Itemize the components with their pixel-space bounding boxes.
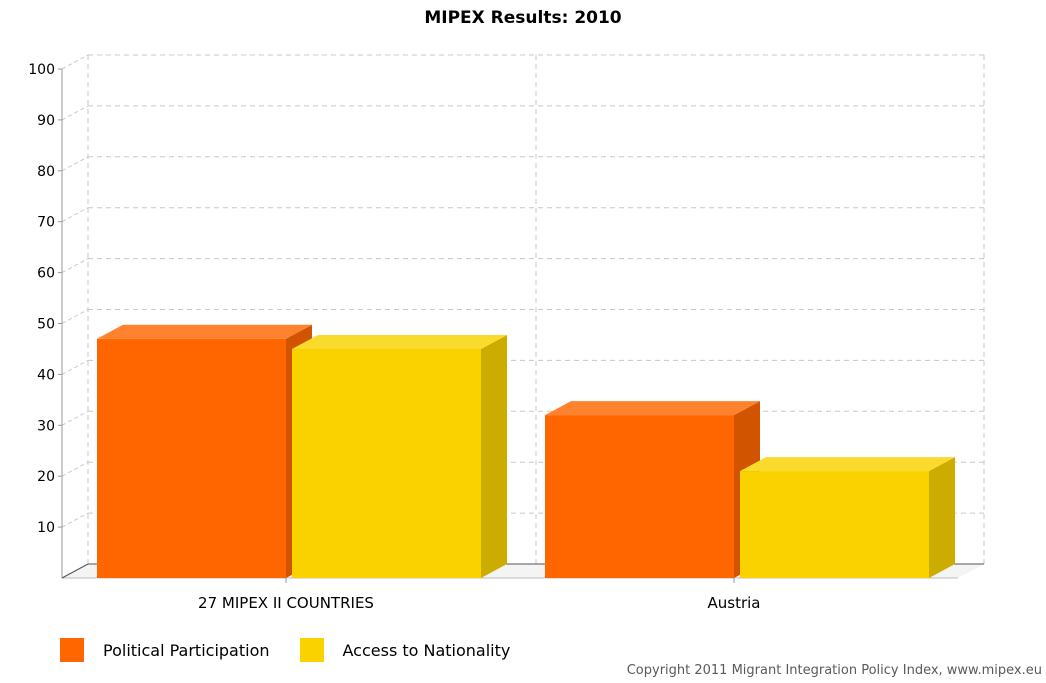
gridline-side [61, 258, 89, 274]
y-tick-label: 100 [28, 62, 55, 78]
gridline-side [61, 512, 89, 528]
y-tick-label: 60 [37, 266, 55, 282]
y-tick-label: 50 [37, 317, 55, 333]
y-tick-label: 10 [37, 520, 55, 536]
legend-item-political-participation[interactable]: Political Participation [60, 638, 270, 662]
gridline-side [61, 54, 89, 70]
gridline-side [61, 359, 89, 375]
legend-swatch-political-participation [60, 638, 84, 662]
chart-title: MIPEX Results: 2010 [424, 8, 622, 28]
legend-swatch-access-to-nationality [299, 638, 324, 662]
copyright-notice: Copyright 2011 Migrant Integration Polic… [626, 663, 1042, 678]
bar-political-participation-27-mipex-ii-countries[interactable] [97, 324, 312, 578]
gridline-side [61, 309, 89, 324]
legend-label-access-to-nationality: Access to Nationality [342, 640, 511, 660]
y-tick-label: 90 [37, 113, 55, 129]
gridline-side [61, 461, 89, 477]
y-tick-label: 70 [37, 215, 55, 231]
x-tick-label-27-mipex-ii-countries: 27 MIPEX II COUNTRIES [198, 594, 374, 612]
gridline-side [61, 207, 89, 223]
legend: Political Participation Access to Nation… [60, 637, 540, 663]
bar-access-to-nationality-austria[interactable] [740, 457, 955, 578]
legend-label-political-participation: Political Participation [103, 640, 270, 660]
gridline-side [61, 105, 89, 121]
legend-item-access-to-nationality[interactable]: Access to Nationality [299, 638, 511, 662]
gridline-side [61, 156, 89, 172]
gridline-side [61, 410, 89, 426]
y-tick-label: 30 [37, 418, 55, 434]
y-tick-label: 80 [37, 164, 55, 180]
bar-political-participation-austria[interactable] [545, 401, 760, 578]
y-tick-label: 40 [37, 367, 55, 383]
floor-left-edge [61, 563, 89, 579]
bar-access-to-nationality-27-mipex-ii-countries[interactable] [292, 334, 507, 578]
y-tick-label: 20 [37, 469, 55, 485]
x-tick-label-austria: Austria [708, 594, 761, 612]
